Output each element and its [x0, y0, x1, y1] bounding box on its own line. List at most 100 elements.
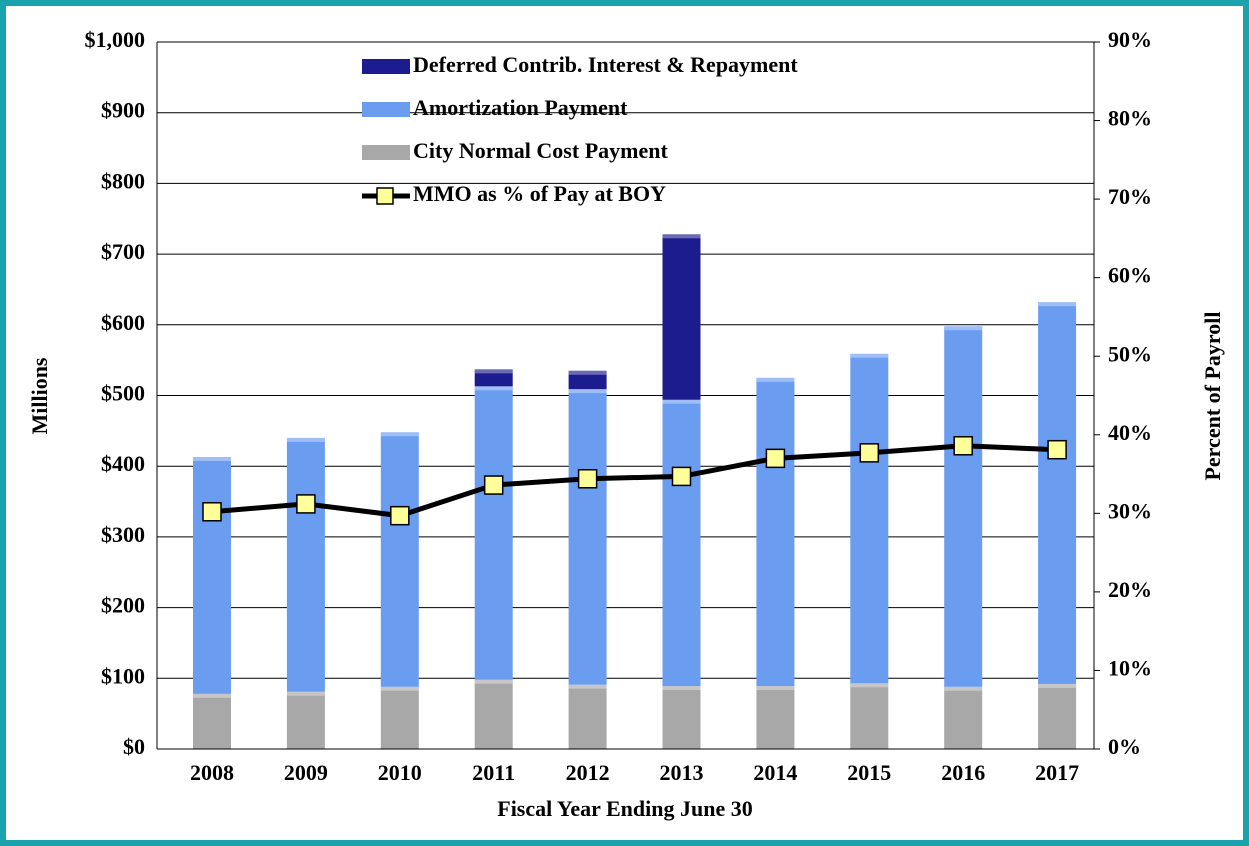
bar-highlight	[850, 353, 889, 358]
x-tick-label: 2011	[472, 760, 515, 785]
bar-segment	[286, 437, 325, 692]
y2-tick-label: 80%	[1108, 106, 1152, 131]
legend-swatch	[362, 145, 410, 160]
x-tick-label: 2009	[284, 760, 328, 785]
y2-tick-label: 20%	[1108, 577, 1152, 602]
marker	[1047, 439, 1067, 460]
bar-highlight	[568, 370, 607, 375]
bar-segment	[568, 684, 607, 749]
legend-label: Deferred Contrib. Interest & Repayment	[413, 52, 798, 77]
bar-highlight	[568, 684, 607, 689]
y-tick-label: $100	[101, 663, 145, 688]
bar-segment	[850, 353, 889, 684]
bar-segment	[474, 369, 513, 387]
bar-segment	[193, 457, 231, 694]
y2-tick-label: 50%	[1108, 341, 1152, 366]
bar-segment	[662, 234, 701, 400]
x-axis-title: Fiscal Year Ending June 30	[497, 796, 752, 821]
bar-highlight	[662, 399, 701, 404]
bar-highlight	[944, 686, 983, 691]
bar-segment	[756, 686, 795, 749]
legend-swatch	[376, 187, 394, 205]
y-tick-label: $400	[101, 451, 145, 476]
bar-highlight	[756, 377, 795, 382]
line	[211, 443, 1058, 519]
bar-segment	[474, 386, 513, 680]
legend-label: City Normal Cost Payment	[413, 138, 668, 163]
marker	[671, 466, 692, 487]
bar-highlight	[380, 686, 419, 691]
bar-highlight	[944, 326, 983, 331]
marker	[765, 448, 786, 469]
y2-tick-label: 70%	[1108, 184, 1152, 209]
marker	[953, 436, 973, 456]
bar-highlight	[662, 686, 701, 691]
bar-segment	[1038, 683, 1077, 749]
y-tick-label: $900	[101, 98, 145, 123]
marker	[577, 469, 598, 489]
bar-segment	[662, 399, 701, 687]
bar-highlight	[474, 679, 513, 684]
marker	[296, 494, 316, 514]
x-tick-label: 2017	[1035, 760, 1079, 785]
bar-segment	[568, 389, 607, 685]
bar-segment	[944, 686, 983, 749]
x-tick-label: 2014	[753, 760, 797, 785]
marker	[483, 475, 504, 495]
bar-segment	[286, 691, 325, 749]
x-tick-label: 2010	[378, 760, 422, 785]
bar-highlight	[286, 437, 325, 442]
y-axis-title: Millions	[27, 357, 52, 434]
bar-segment	[380, 686, 419, 749]
bar-highlight	[1038, 302, 1077, 307]
marker	[390, 505, 410, 526]
bar-segment	[568, 370, 607, 390]
legend-swatch	[362, 102, 410, 117]
bar-segment	[944, 326, 983, 687]
y2-tick-label: 60%	[1108, 263, 1152, 288]
bar-highlight	[474, 386, 513, 391]
bar-segment	[756, 377, 795, 687]
bar-highlight	[1038, 683, 1077, 688]
bar-highlight	[850, 683, 889, 688]
y2-tick-label: 30%	[1108, 498, 1152, 523]
x-tick-label: 2012	[566, 760, 610, 785]
y2-tick-label: 10%	[1108, 655, 1152, 680]
bar-segment	[193, 693, 231, 749]
bar-highlight	[756, 686, 795, 691]
y2-tick-label: 0%	[1108, 734, 1141, 759]
x-tick-label: 2015	[847, 760, 891, 785]
bar-segment	[380, 432, 419, 687]
y2-tick-label: 90%	[1108, 27, 1152, 52]
bar-segment	[1038, 302, 1077, 684]
y-tick-label: $1,000	[85, 27, 146, 52]
bar-highlight	[474, 369, 513, 374]
legend-label: Amortization Payment	[413, 95, 628, 120]
bar-highlight	[286, 691, 325, 696]
legend-swatch	[362, 59, 410, 74]
y-tick-label: $0	[123, 734, 145, 759]
y2-axis-title: Percent of Payroll	[1200, 311, 1225, 480]
x-tick-label: 2016	[941, 760, 985, 785]
marker	[859, 443, 880, 463]
y2-tick-label: 40%	[1108, 420, 1152, 445]
bar-highlight	[662, 234, 701, 239]
bar-segment	[474, 679, 513, 749]
bar-segment	[662, 686, 701, 749]
x-tick-label: 2013	[660, 760, 704, 785]
bar-highlight	[568, 389, 607, 394]
y-tick-label: $200	[101, 593, 145, 618]
y-tick-label: $300	[101, 522, 145, 547]
x-tick-label: 2008	[190, 760, 234, 785]
y-tick-label: $700	[101, 239, 145, 264]
y-tick-label: $800	[101, 168, 145, 193]
bar-highlight	[380, 432, 419, 437]
marker	[202, 502, 222, 522]
legend-label: MMO as % of Pay at BOY	[413, 181, 666, 206]
y-tick-label: $500	[101, 381, 145, 406]
bar-highlight	[193, 693, 231, 698]
y-tick-label: $600	[101, 310, 145, 335]
bar-segment	[850, 683, 889, 749]
bar-highlight	[193, 457, 231, 462]
